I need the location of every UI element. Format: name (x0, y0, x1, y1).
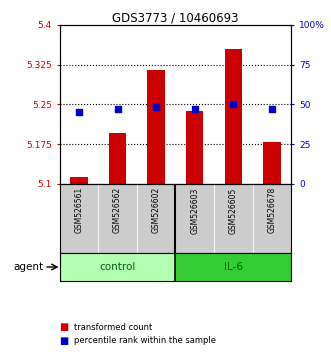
Point (154, 105, 159, 110)
Text: ■: ■ (60, 322, 69, 332)
Text: ■: ■ (60, 336, 69, 346)
Bar (60, 253, 175, 281)
Text: GSM526561: GSM526561 (74, 187, 83, 234)
Text: GSM526562: GSM526562 (113, 187, 122, 234)
Text: GSM526678: GSM526678 (267, 187, 276, 234)
Bar (186, 111, 204, 184)
Bar (175, 253, 291, 281)
Text: percentile rank within the sample: percentile rank within the sample (74, 336, 216, 345)
Text: GSM526605: GSM526605 (229, 187, 238, 234)
Title: GDS3773 / 10460693: GDS3773 / 10460693 (112, 12, 239, 25)
Bar (225, 48, 242, 184)
Point (76, 109, 81, 115)
Bar (147, 70, 165, 184)
Point (192, 106, 197, 112)
Text: transformed count: transformed count (74, 323, 153, 332)
Bar (70, 177, 88, 184)
Text: GSM526602: GSM526602 (152, 187, 161, 234)
Text: agent: agent (13, 262, 43, 272)
Text: IL-6: IL-6 (224, 262, 243, 272)
Point (269, 106, 275, 112)
Bar (109, 133, 126, 184)
Point (115, 106, 120, 112)
Text: GSM526603: GSM526603 (190, 187, 199, 234)
Text: control: control (99, 262, 136, 272)
Bar (263, 142, 281, 184)
Point (231, 102, 236, 107)
